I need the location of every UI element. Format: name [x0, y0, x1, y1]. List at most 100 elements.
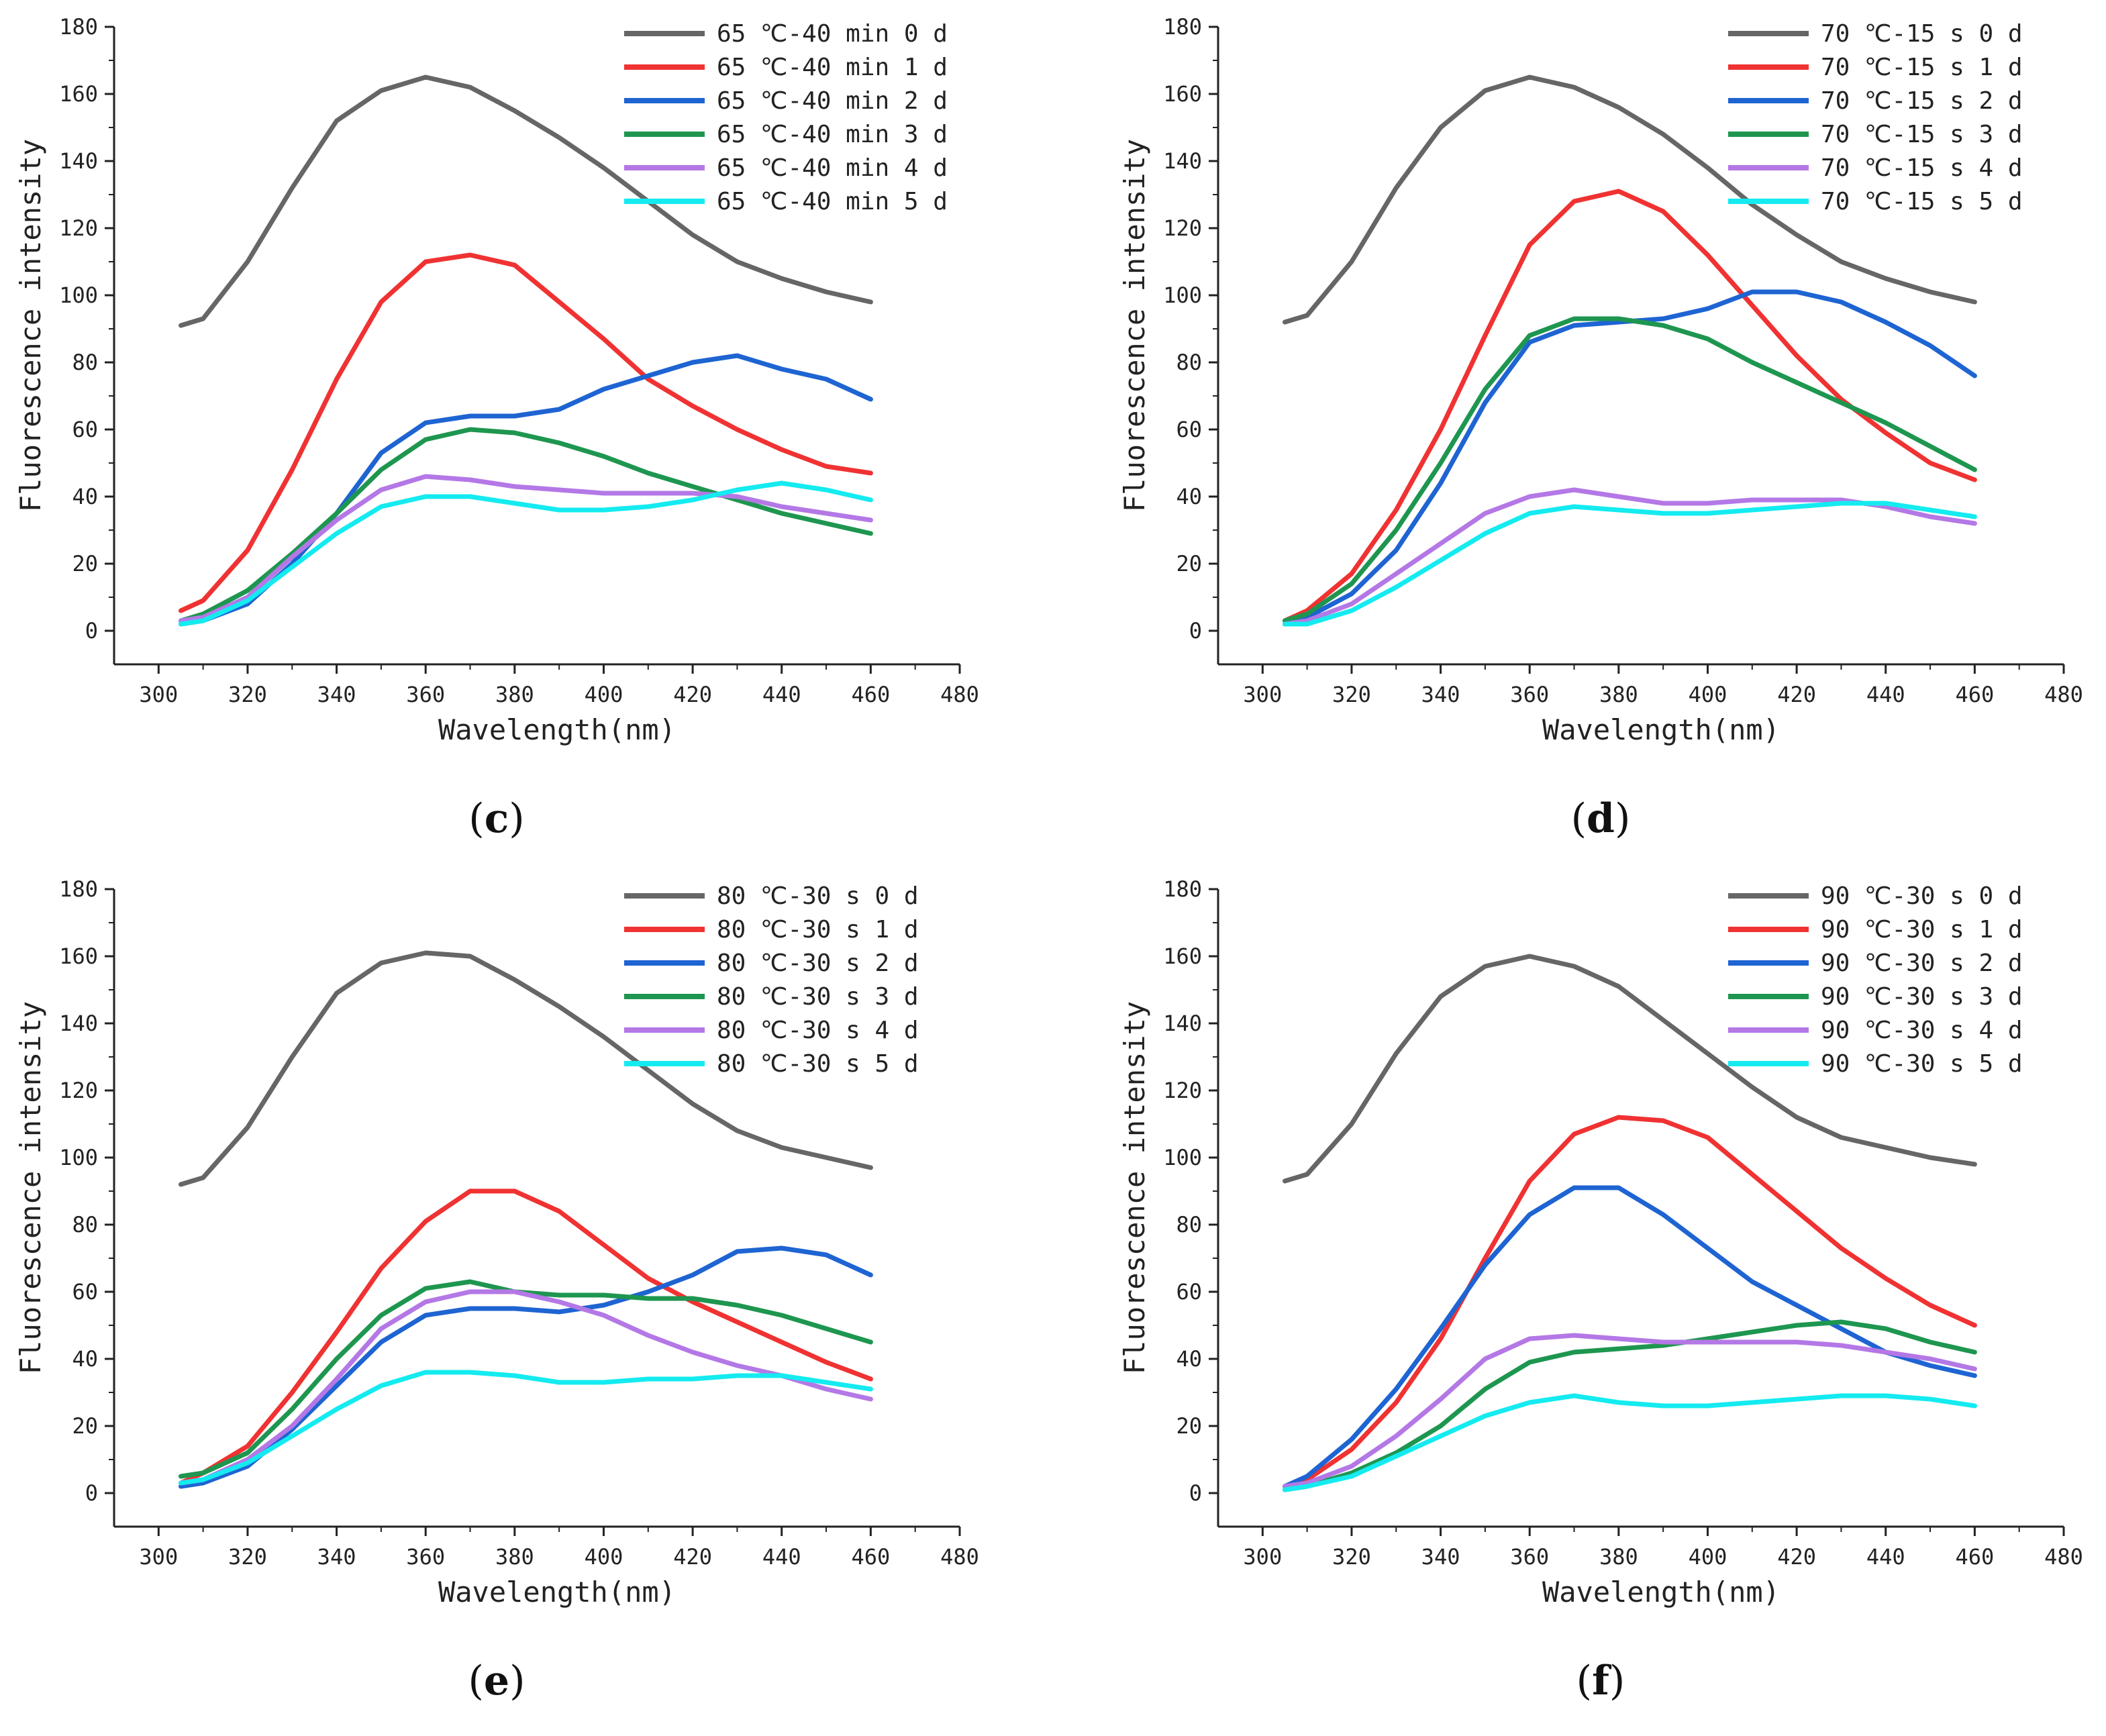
series-line-2 [1283, 289, 1977, 627]
series-line-2 [179, 353, 873, 627]
series-line-0 [1283, 954, 1977, 1184]
y-tick-label: 20 [1176, 1413, 1202, 1439]
series-line-2 [1283, 1185, 1977, 1489]
x-axis-label: Wavelength(nm) [438, 713, 676, 746]
chart-panel-c: 0 20 40 60 80 100 120 140 160 180 300 320 340 360 380 4… [14, 14, 979, 842]
x-tick-label: 420 [673, 1544, 712, 1570]
y-tick-label: 60 [72, 417, 98, 442]
legend-label: 70 ℃-15 s 5 d [1821, 188, 2023, 215]
series-line-5 [1283, 1393, 1977, 1492]
x-tick-label: 300 [139, 1544, 178, 1570]
legend-label: 90 ℃-30 s 2 d [1821, 950, 2023, 977]
x-tick-label: 320 [228, 682, 267, 707]
y-tick-label: 100 [1163, 283, 1202, 308]
legend-label: 80 ℃-30 s 3 d [717, 983, 919, 1011]
series-line-0 [179, 950, 873, 1187]
series-line-4 [179, 1289, 873, 1486]
y-tick-label: 40 [1176, 484, 1202, 509]
x-tick-label: 380 [495, 682, 534, 707]
x-tick-label: 440 [762, 1544, 801, 1570]
x-tick-label: 320 [1332, 1544, 1371, 1570]
y-tick-label: 180 [1163, 14, 1202, 40]
y-tick-label: 60 [72, 1279, 98, 1305]
x-tick-label: 420 [1777, 1544, 1816, 1570]
x-tick-label: 440 [1866, 682, 1905, 707]
y-tick-label: 0 [1189, 618, 1202, 644]
chart-panel-e: 0 20 40 60 80 100 120 140 160 180 300 320 340 360 380 4… [14, 876, 979, 1704]
x-tick-label: 440 [762, 682, 801, 707]
series-line-1 [179, 252, 873, 613]
y-tick-label: 80 [1176, 350, 1202, 375]
x-tick-label: 480 [940, 682, 979, 707]
y-tick-label: 0 [85, 1480, 98, 1506]
x-tick-label: 400 [585, 682, 623, 707]
series-line-5 [1283, 501, 1977, 627]
y-tick-label: 40 [1176, 1346, 1202, 1372]
legend-label: 80 ℃-30 s 1 d [717, 916, 919, 943]
panel-label: (e) [468, 1657, 525, 1704]
legend-label: 65 ℃-40 min 5 d [717, 188, 948, 215]
y-tick-label: 40 [72, 1346, 98, 1372]
y-tick-label: 140 [1163, 148, 1202, 174]
y-tick-label: 40 [72, 484, 98, 509]
x-axis-label: Wavelength(nm) [1542, 713, 1780, 746]
y-tick-label: 140 [1163, 1011, 1202, 1036]
series-line-0 [179, 74, 873, 328]
legend-label: 65 ℃-40 min 1 d [717, 54, 948, 81]
legend-label: 65 ℃-40 min 2 d [717, 87, 948, 115]
x-tick-label: 380 [1599, 1544, 1638, 1570]
x-tick-label: 360 [1510, 682, 1549, 707]
y-tick-label: 60 [1176, 417, 1202, 442]
panel-letter: f [1592, 1657, 1612, 1704]
y-axis-label: Fluorescence intensity [1118, 1001, 1151, 1374]
panel-letter: e [484, 1657, 509, 1704]
legend-label: 65 ℃-40 min 3 d [717, 121, 948, 148]
y-axis-label: Fluorescence intensity [14, 1001, 47, 1374]
y-tick-label: 160 [59, 81, 98, 107]
y-tick-label: 20 [1176, 551, 1202, 576]
x-tick-label: 340 [317, 1544, 356, 1570]
y-axis-label: Fluorescence intensity [14, 139, 47, 512]
y-tick-label: 160 [1163, 943, 1202, 969]
x-tick-label: 320 [1332, 682, 1371, 707]
legend-label: 90 ℃-30 s 3 d [1821, 983, 2023, 1011]
legend-label: 80 ℃-30 s 5 d [717, 1050, 919, 1078]
panel-label: (f) [1576, 1657, 1625, 1704]
legend-label: 80 ℃-30 s 4 d [717, 1017, 919, 1044]
x-tick-label: 300 [1243, 682, 1282, 707]
x-tick-label: 480 [940, 1544, 979, 1570]
legend-label: 70 ℃-15 s 1 d [1821, 54, 2023, 81]
x-tick-label: 340 [1421, 682, 1460, 707]
x-tick-label: 380 [495, 1544, 534, 1570]
y-tick-label: 120 [1163, 1078, 1202, 1103]
series-line-2 [179, 1245, 873, 1489]
chart-panel-f: 0 20 40 60 80 100 120 140 160 180 300 320 340 360 380 4… [1118, 876, 2083, 1704]
series-line-1 [1283, 1115, 1977, 1489]
legend-label: 80 ℃-30 s 2 d [717, 950, 919, 977]
legend-label: 70 ℃-15 s 4 d [1821, 154, 2023, 182]
x-tick-label: 440 [1866, 1544, 1905, 1570]
x-tick-label: 360 [1510, 1544, 1549, 1570]
y-tick-label: 100 [59, 283, 98, 308]
y-tick-label: 80 [72, 1212, 98, 1237]
x-tick-label: 480 [2044, 682, 2083, 707]
panel-label: (c) [468, 795, 524, 842]
x-tick-label: 420 [1777, 682, 1816, 707]
y-tick-label: 120 [59, 215, 98, 241]
series-line-5 [179, 480, 873, 627]
y-tick-label: 0 [85, 618, 98, 644]
y-tick-label: 80 [1176, 1212, 1202, 1237]
y-tick-label: 100 [1163, 1145, 1202, 1170]
series-line-3 [179, 427, 873, 623]
series-line-1 [179, 1188, 873, 1486]
x-tick-label: 460 [1955, 1544, 1994, 1570]
y-tick-label: 20 [72, 551, 98, 576]
y-tick-label: 120 [1163, 215, 1202, 241]
legend-label: 65 ℃-40 min 4 d [717, 154, 948, 182]
series-line-5 [179, 1370, 873, 1486]
y-tick-label: 160 [1163, 81, 1202, 107]
legend-label: 65 ℃-40 min 0 d [717, 20, 948, 48]
x-tick-label: 380 [1599, 682, 1638, 707]
panel-letter: c [485, 795, 509, 842]
